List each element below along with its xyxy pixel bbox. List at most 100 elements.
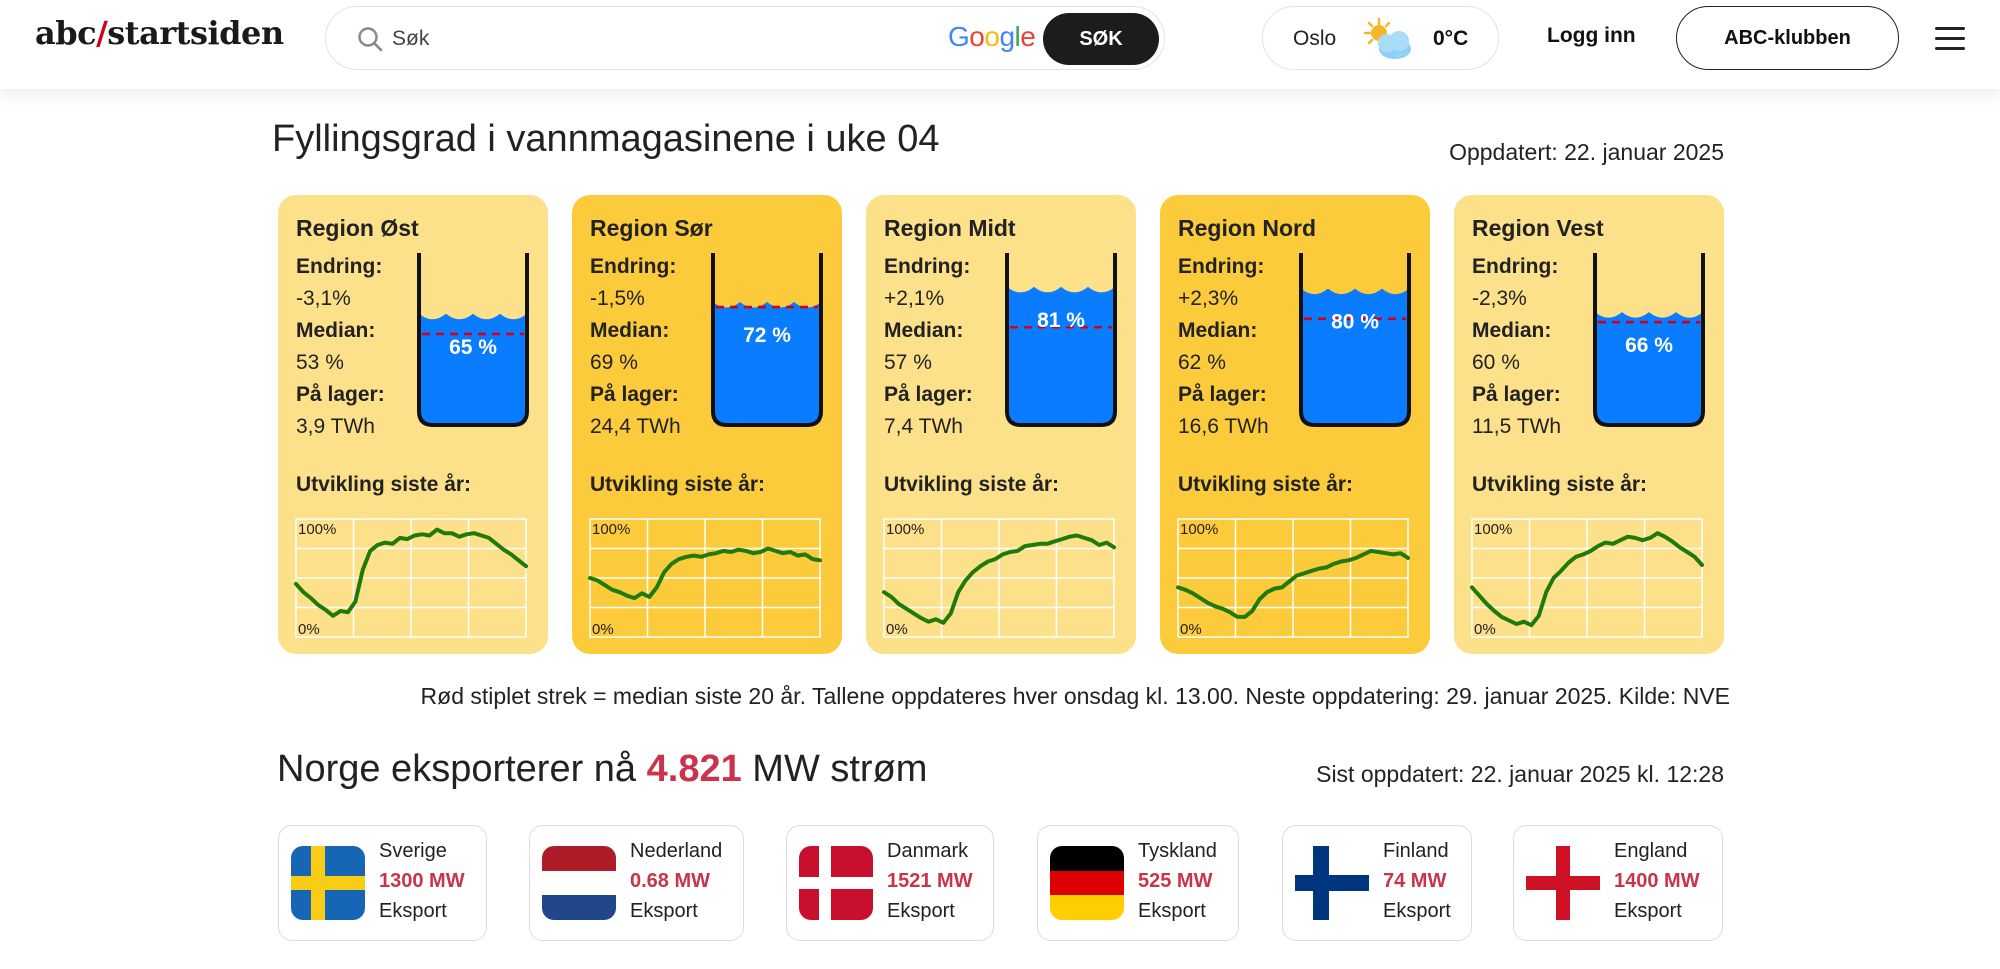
change-label: Endring:: [884, 255, 971, 278]
country-export-type: Eksport: [379, 900, 447, 922]
trend-line: [1176, 548, 1410, 619]
trend-axis-label: 0%: [1474, 621, 1496, 638]
tank-water: [1595, 312, 1703, 423]
stock-value: 16,6 TWh: [1178, 415, 1269, 438]
stock-label: På lager:: [296, 383, 385, 406]
median-value: 62 %: [1178, 351, 1226, 374]
change-value: +2,1%: [884, 287, 945, 310]
site-logo[interactable]: abc/startsiden: [35, 14, 284, 52]
fill-percent: 81 %: [1037, 309, 1085, 332]
median-value: 57 %: [884, 351, 932, 374]
country-export-type: Eksport: [1383, 900, 1451, 922]
fill-percent: 72 %: [743, 324, 791, 347]
abc-club-button[interactable]: ABC-klubben: [1676, 6, 1899, 70]
weather-temperature: 0°C: [1433, 27, 1469, 50]
region-card: Region Nord Endring: +2,3% Median: 62 % …: [1160, 195, 1430, 654]
export-country-card[interactable]: Tyskland 525 MW Eksport: [1037, 825, 1239, 941]
finland-flag-icon: [1295, 846, 1369, 920]
median-label: Median:: [1472, 319, 1552, 342]
trend-axis-label: 100%: [1180, 521, 1218, 538]
partly-cloudy-icon: [1363, 17, 1411, 59]
region-card: Region Øst Endring: -3,1% Median: 53 % P…: [278, 195, 548, 654]
country-name: Nederland: [630, 840, 723, 862]
site-header: abc/startsiden Google SØK Oslo 0°C Logg …: [0, 0, 2000, 89]
country-name: Sverige: [379, 840, 447, 862]
median-label: Median:: [590, 319, 670, 342]
export-country-card[interactable]: Nederland 0.68 MW Eksport: [529, 825, 744, 941]
median-value: 60 %: [1472, 351, 1520, 374]
england-flag-icon: [1526, 846, 1600, 920]
reservoir-tank-icon: 80 %: [1299, 253, 1411, 427]
fill-percent: 66 %: [1625, 334, 1673, 357]
weather-widget[interactable]: Oslo 0°C: [1262, 6, 1499, 70]
median-value: 69 %: [590, 351, 638, 374]
trend-axis-label: 100%: [886, 521, 924, 538]
export-updated: Sist oppdatert: 22. januar 2025 kl. 12:2…: [1316, 761, 1724, 787]
netherlands-flag-icon: [542, 846, 616, 920]
google-letter: e: [1020, 21, 1036, 52]
search-icon: [358, 27, 383, 52]
median-label: Median:: [296, 319, 376, 342]
trend-line: [588, 546, 822, 601]
development-label: Utvikling siste år:: [884, 473, 1060, 496]
region-card: Region Sør Endring: -1,5% Median: 69 % P…: [572, 195, 842, 654]
reservoir-tank-icon: 66 %: [1593, 253, 1705, 427]
country-export-mw: 1300 MW: [379, 870, 465, 892]
country-export-mw: 525 MW: [1138, 870, 1213, 892]
stock-label: På lager:: [1472, 383, 1561, 406]
development-label: Utvikling siste år:: [1472, 473, 1648, 496]
country-name: England: [1614, 840, 1688, 862]
country-export-type: Eksport: [887, 900, 955, 922]
fill-percent: 65 %: [449, 336, 497, 359]
hamburger-menu-icon[interactable]: [1935, 27, 1965, 51]
export-country-card[interactable]: England 1400 MW Eksport: [1513, 825, 1723, 941]
country-name: Finland: [1383, 840, 1449, 862]
trend-chart: 100% 0%: [588, 518, 822, 638]
change-value: -1,5%: [590, 287, 645, 310]
google-letter: G: [948, 21, 970, 52]
tank-outline: [1593, 253, 1705, 427]
export-title-prefix: Norge eksporterer nå: [277, 748, 637, 790]
search-bar: Google SØK: [325, 6, 1165, 70]
google-letter: o: [969, 21, 985, 52]
trend-axis-label: 100%: [1474, 521, 1512, 538]
trend-axis-label: 0%: [1180, 621, 1202, 638]
germany-flag-icon: [1050, 846, 1124, 920]
trend-axis-label: 0%: [592, 621, 614, 638]
trend-axis-label: 100%: [298, 521, 336, 538]
google-logo: Google: [948, 21, 1036, 53]
reservoir-note: Rød stiplet strek = median siste 20 år. …: [420, 683, 1730, 709]
change-value: -2,3%: [1472, 287, 1527, 310]
change-label: Endring:: [1472, 255, 1559, 278]
country-export-type: Eksport: [1614, 900, 1682, 922]
export-country-card[interactable]: Sverige 1300 MW Eksport: [278, 825, 487, 941]
tank-outline: [1005, 253, 1117, 427]
median-label: Median:: [1178, 319, 1258, 342]
fill-percent: 80 %: [1331, 311, 1379, 334]
change-value: +2,3%: [1178, 287, 1239, 310]
reservoir-tank-icon: 81 %: [1005, 253, 1117, 427]
region-name: Region Midt: [884, 215, 1016, 241]
trend-axis-label: 100%: [592, 521, 630, 538]
stock-label: På lager:: [590, 383, 679, 406]
login-link[interactable]: Logg inn: [1547, 24, 1636, 47]
stock-label: På lager:: [1178, 383, 1267, 406]
reservoir-tank-icon: 65 %: [417, 253, 529, 427]
country-export-mw: 0.68 MW: [630, 870, 711, 892]
country-name: Danmark: [887, 840, 969, 862]
search-input[interactable]: [392, 19, 912, 59]
export-title-suffix: MW strøm: [752, 748, 928, 790]
tank-outline: [1299, 253, 1411, 427]
search-button[interactable]: SØK: [1043, 13, 1159, 65]
trend-line: [882, 533, 1116, 625]
country-export-mw: 1521 MW: [887, 870, 973, 892]
stock-value: 3,9 TWh: [296, 415, 375, 438]
sweden-flag-icon: [291, 846, 365, 920]
tank-outline: [711, 253, 823, 427]
logo-suffix: startsiden: [107, 14, 284, 52]
export-country-card[interactable]: Danmark 1521 MW Eksport: [786, 825, 994, 941]
export-total-mw: 4.821: [646, 748, 742, 790]
export-country-card[interactable]: Finland 74 MW Eksport: [1282, 825, 1472, 941]
median-label: Median:: [884, 319, 964, 342]
change-value: -3,1%: [296, 287, 351, 310]
